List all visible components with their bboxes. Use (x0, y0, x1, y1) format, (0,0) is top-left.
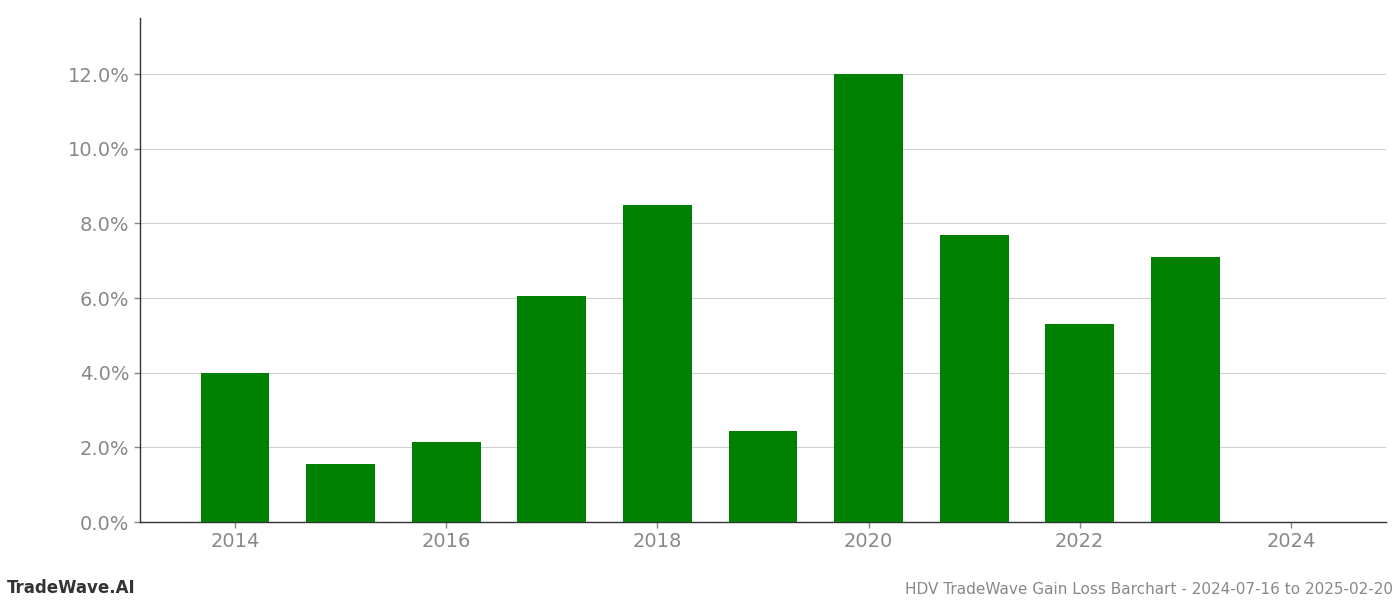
Bar (200, 373, 269, 522)
Bar (1151, 257, 1219, 522)
Text: HDV TradeWave Gain Loss Barchart - 2024-07-16 to 2025-02-20: HDV TradeWave Gain Loss Barchart - 2024-… (904, 582, 1393, 597)
Bar (834, 74, 903, 522)
Bar (623, 205, 692, 522)
Bar (728, 431, 798, 522)
Text: TradeWave.AI: TradeWave.AI (7, 579, 136, 597)
Bar (412, 442, 480, 522)
Bar (1046, 324, 1114, 522)
Bar (939, 235, 1008, 522)
Bar (307, 464, 375, 522)
Bar (518, 296, 587, 522)
